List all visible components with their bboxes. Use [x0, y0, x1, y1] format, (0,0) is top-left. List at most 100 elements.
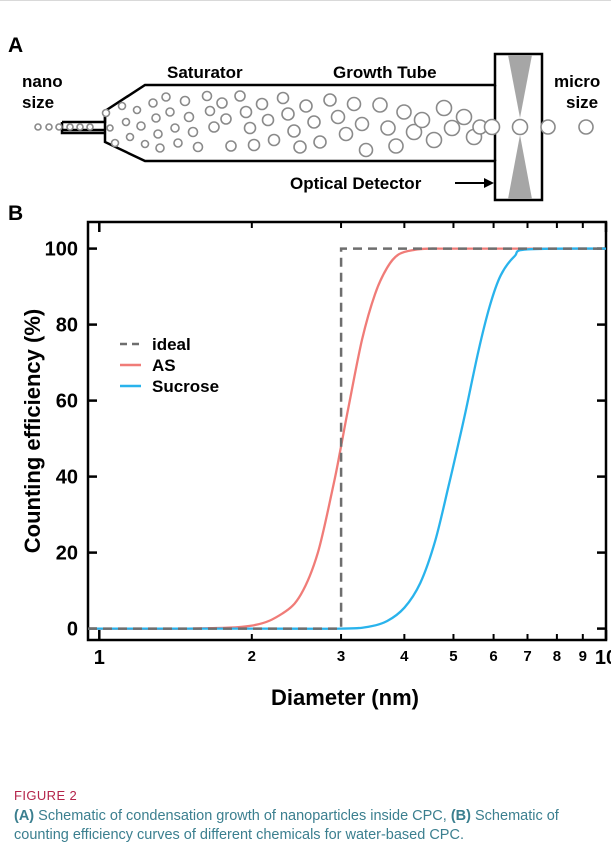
- particle: [267, 133, 281, 147]
- x-axis-title: Diameter (nm): [271, 685, 419, 710]
- particle: [117, 101, 127, 111]
- y-axis-title: Counting efficiency (%): [20, 309, 45, 553]
- y-tick-label: 60: [56, 391, 78, 413]
- x-minor-tick-label: 3: [337, 648, 345, 665]
- particle: [455, 108, 473, 126]
- particle: [76, 123, 84, 131]
- caption-a-text: Schematic of condensation growth of nano…: [34, 808, 451, 824]
- x-major-tick-label: 10: [595, 647, 611, 669]
- particle: [388, 138, 404, 154]
- particle: [405, 123, 423, 141]
- caption-body: (A) Schematic of condensation growth of …: [14, 807, 604, 845]
- particle: [261, 113, 275, 127]
- x-minor-tick-label: 6: [489, 648, 497, 665]
- x-minor-tick-label: 5: [449, 648, 457, 665]
- particle: [187, 126, 199, 138]
- particle: [220, 113, 232, 125]
- y-tick-label: 100: [45, 239, 78, 261]
- nano-label-1: nano: [22, 72, 63, 91]
- particle: [435, 99, 453, 117]
- particle: [106, 124, 114, 132]
- particle: [239, 105, 253, 119]
- optical-detector-label: Optical Detector: [290, 174, 422, 193]
- particle: [443, 119, 461, 137]
- particle: [86, 123, 94, 131]
- particle: [354, 116, 370, 132]
- plot-frame: [86, 220, 608, 642]
- particle: [192, 141, 204, 153]
- particle: [34, 123, 42, 131]
- particle: [293, 140, 307, 154]
- particle: [125, 132, 135, 142]
- x-minor-tick-label: 9: [579, 648, 587, 665]
- particle: [153, 129, 163, 139]
- particle: [313, 135, 327, 149]
- caption-title: FIGURE 2: [14, 788, 78, 803]
- particle: [425, 131, 443, 149]
- series-layer: [87, 247, 607, 630]
- particle: [165, 107, 175, 117]
- y-axis: 0 20 40 60 80 100: [45, 239, 606, 641]
- cpc-schematic: [34, 52, 594, 202]
- saturator-label: Saturator: [167, 63, 243, 82]
- x-minor-tick-label: 8: [553, 648, 561, 665]
- series-as-line: [87, 247, 606, 630]
- micro-label-1: micro: [554, 72, 600, 91]
- series-sucrose-line: [88, 247, 607, 630]
- particle: [276, 91, 290, 105]
- growth-tube-label: Growth Tube: [333, 63, 437, 82]
- x-major-tick-label: 1: [94, 647, 105, 669]
- caption-a-tag: (A): [14, 808, 35, 824]
- legend-label-sucrose: Sucrose: [152, 377, 219, 396]
- particle: [380, 120, 396, 136]
- series-ideal-line: [88, 247, 606, 630]
- particle: [121, 117, 131, 127]
- laser-beam-top: [508, 55, 532, 118]
- particle: [136, 121, 146, 131]
- particle: [396, 104, 412, 120]
- particle: [358, 142, 374, 158]
- particle: [101, 108, 111, 118]
- particle: [170, 123, 180, 133]
- particle: [255, 97, 269, 111]
- particle: [110, 138, 120, 148]
- particle: [66, 123, 74, 131]
- particle: [578, 119, 594, 135]
- particle: [201, 90, 213, 102]
- y-tick-label: 40: [56, 467, 78, 489]
- particle: [183, 111, 195, 123]
- x-minor-tick-label: 7: [523, 648, 531, 665]
- particle: [155, 143, 165, 153]
- particle: [148, 98, 158, 108]
- particle: [132, 105, 142, 115]
- particle: [45, 123, 53, 131]
- caption-b-tag: (B): [450, 808, 471, 824]
- y-tick-label: 0: [67, 619, 78, 641]
- y-tick-label: 80: [56, 315, 78, 337]
- particle: [346, 96, 362, 112]
- particle: [330, 109, 346, 125]
- particle: [161, 92, 171, 102]
- particle: [247, 138, 261, 152]
- legend-label-as: AS: [152, 356, 176, 375]
- micro-label-2: size: [566, 93, 598, 112]
- legend: ideal AS Sucrose: [120, 335, 219, 396]
- x-minor-tick-label: 4: [400, 648, 409, 665]
- particle: [173, 138, 183, 148]
- particle: [281, 107, 295, 121]
- particle: [413, 111, 431, 129]
- x-axis: 1 10 2 3 4 5 6 7 8 9: [94, 222, 611, 669]
- nano-label-2: size: [22, 93, 54, 112]
- particle: [151, 113, 161, 123]
- caption-b-text: Schematic of counting efficiency curves …: [14, 808, 559, 843]
- figure-caption: FIGURE 2 (A) Schematic of condensation g…: [14, 788, 604, 845]
- y-tick-label: 20: [56, 543, 78, 565]
- particle: [243, 121, 257, 135]
- detector-arrow-head: [484, 178, 494, 188]
- particle: [225, 140, 237, 152]
- particle: [372, 97, 388, 113]
- particle: [323, 93, 337, 107]
- particle: [307, 115, 321, 129]
